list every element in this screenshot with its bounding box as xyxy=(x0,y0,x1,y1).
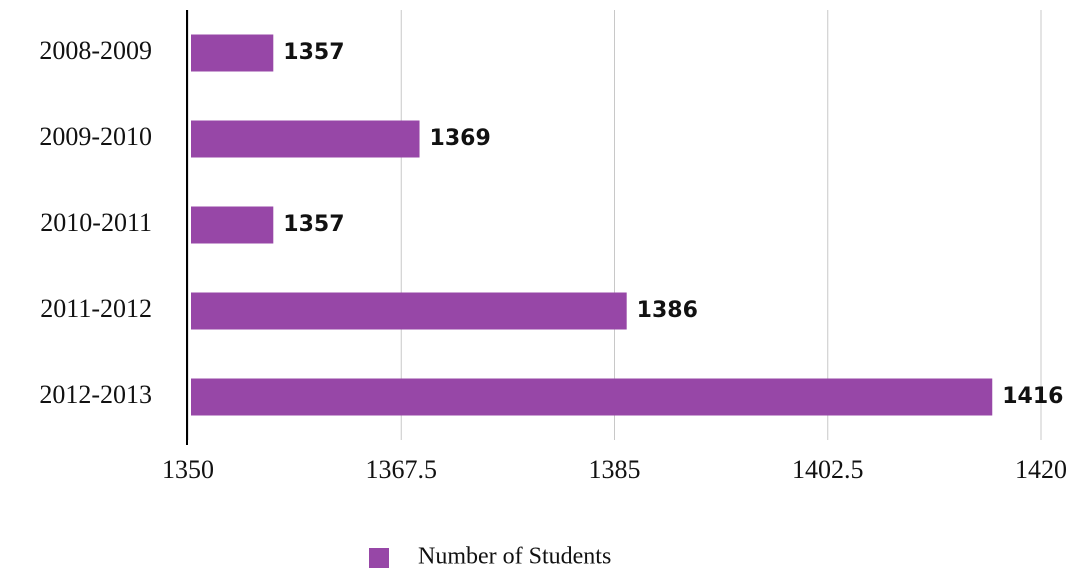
y-tick-label: 2010-2011 xyxy=(40,208,152,237)
y-tick-label: 2011-2012 xyxy=(40,294,152,323)
data-label: 1416 xyxy=(1002,384,1063,409)
data-label: 1357 xyxy=(283,212,344,237)
x-tick-label: 1385 xyxy=(589,455,641,484)
bar xyxy=(191,206,274,244)
data-label: 1369 xyxy=(430,126,491,151)
bar xyxy=(191,292,627,330)
x-tick-label: 1420 xyxy=(1015,455,1067,484)
y-tick-label: 2012-2013 xyxy=(39,380,152,409)
legend-swatch xyxy=(369,548,389,568)
y-tick-label: 2008-2009 xyxy=(39,36,152,65)
data-label: 1357 xyxy=(283,40,344,65)
bar xyxy=(191,120,420,158)
legend-label: Number of Students xyxy=(418,544,611,570)
x-tick-label: 1402.5 xyxy=(792,455,864,484)
bar xyxy=(191,34,274,72)
data-label: 1386 xyxy=(637,298,698,323)
x-tick-label: 1350 xyxy=(162,455,214,484)
x-tick-label: 1367.5 xyxy=(366,455,438,484)
y-tick-label: 2009-2010 xyxy=(39,122,152,151)
bar xyxy=(191,378,993,416)
